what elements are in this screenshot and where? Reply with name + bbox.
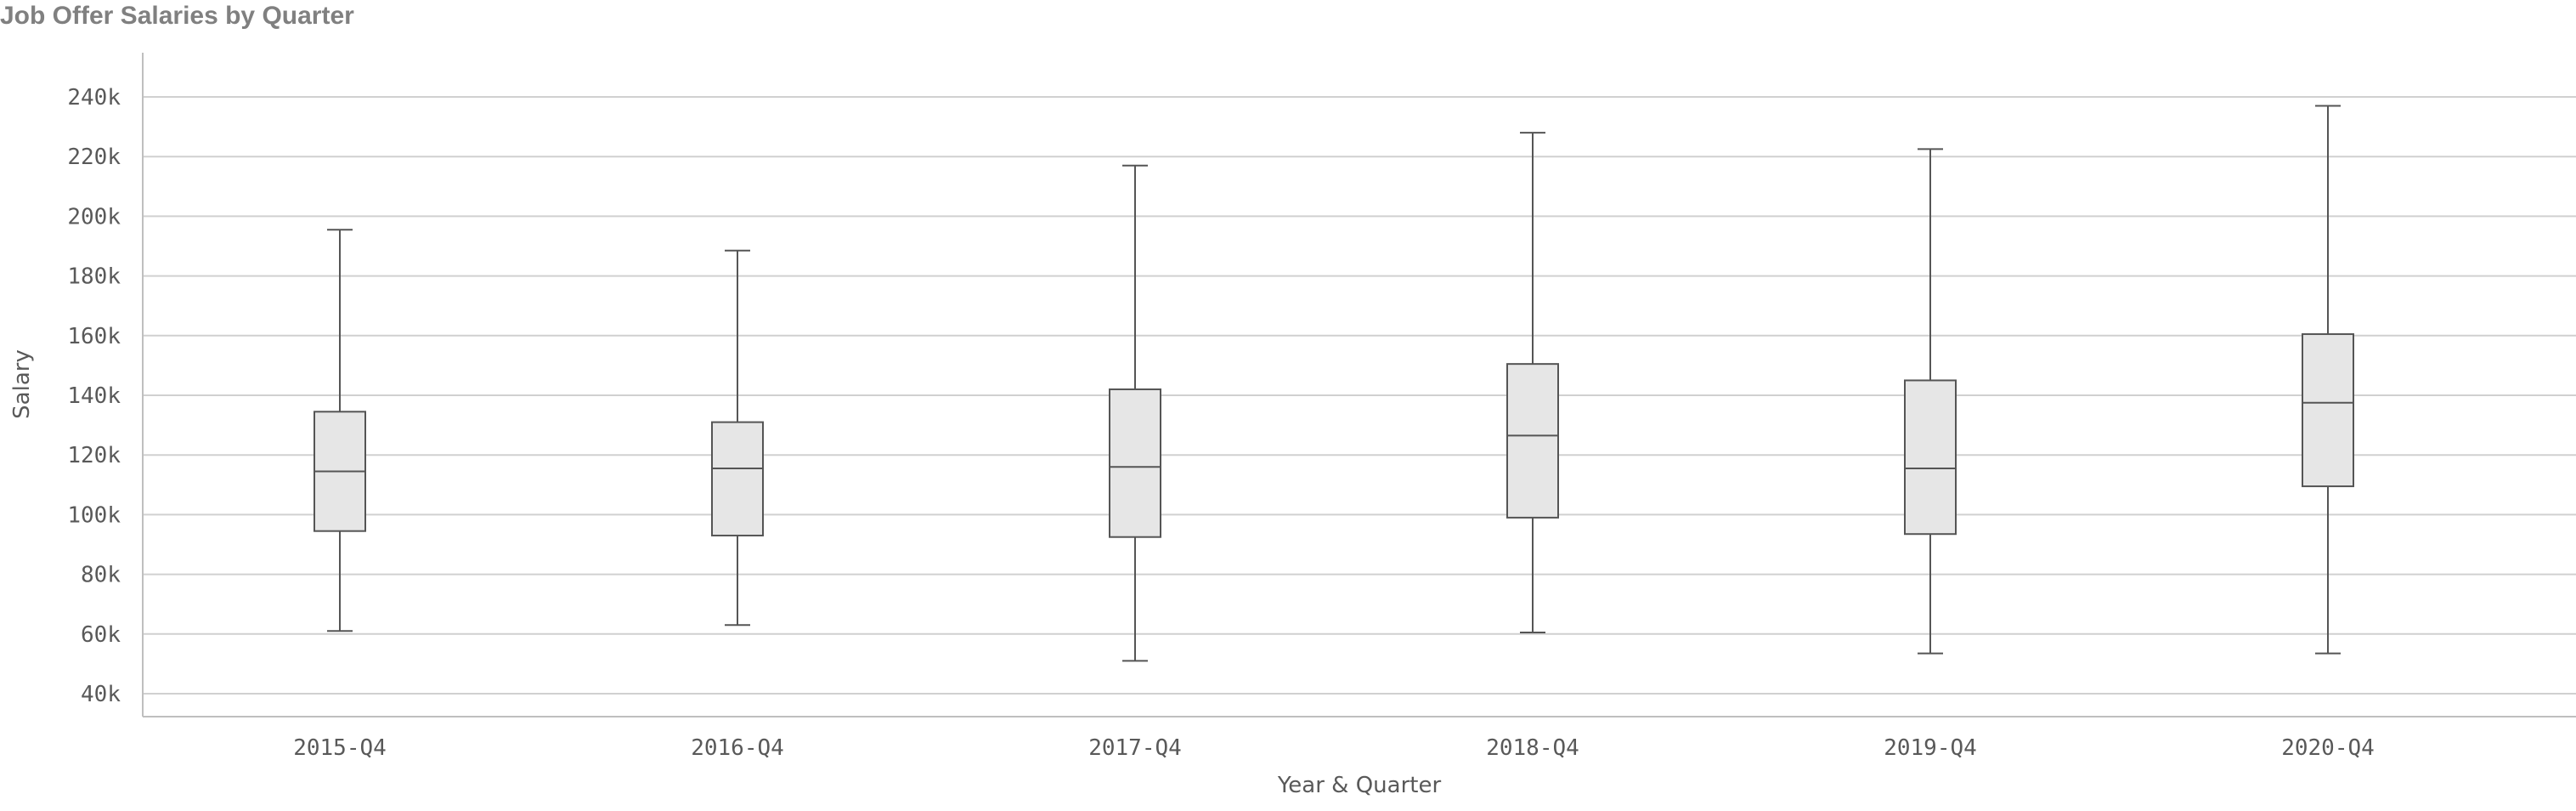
iqr-box (711, 421, 764, 536)
box-2017-Q4 (1109, 164, 1161, 662)
x-tick-label: 2020-Q4 (2281, 735, 2375, 761)
x-tick-label: 2016-Q4 (691, 735, 784, 761)
chart-title: Job Offer Salaries by Quarter (0, 2, 354, 30)
gridlines (143, 96, 2576, 695)
y-tick-label: 240k (67, 85, 121, 111)
box-2018-Q4 (1506, 132, 1559, 634)
y-tick-label: 180k (67, 264, 121, 290)
axes (142, 53, 2576, 717)
boxes (314, 105, 2354, 662)
y-tick-label: 80k (81, 563, 121, 588)
x-tick-label: 2019-Q4 (1884, 735, 1977, 761)
x-axis-title: Year & Quarter (1277, 773, 1442, 798)
y-tick-label: 100k (67, 502, 121, 528)
y-tick-labels: 40k 60k 80k 100k 120k 140k 160k 180k 200k 220k 240… (67, 85, 121, 707)
y-tick-label: 160k (67, 324, 121, 349)
y-tick-label: 200k (67, 204, 121, 230)
y-tick-label: 220k (67, 145, 121, 170)
x-tick-label: 2017-Q4 (1088, 735, 1182, 761)
x-tick-labels: 2015-Q4 2016-Q4 2017-Q4 2018-Q4 2019-Q4 2020-… (293, 735, 2375, 761)
y-tick-label: 140k (67, 383, 121, 409)
box-2019-Q4 (1904, 148, 1957, 655)
x-tick-label: 2018-Q4 (1486, 735, 1579, 761)
iqr-box (2302, 333, 2354, 488)
box-2020-Q4 (2302, 105, 2354, 655)
y-tick-label: 60k (81, 622, 121, 648)
y-tick-label: 120k (67, 443, 121, 468)
box-2016-Q4 (711, 249, 764, 627)
x-tick-label: 2015-Q4 (293, 735, 387, 761)
iqr-box (1506, 363, 1559, 519)
box-2015-Q4 (314, 229, 366, 632)
iqr-box (1904, 379, 1957, 536)
y-tick-label: 40k (81, 682, 121, 707)
iqr-box (1109, 388, 1161, 538)
y-axis-title: Salary (9, 349, 35, 419)
